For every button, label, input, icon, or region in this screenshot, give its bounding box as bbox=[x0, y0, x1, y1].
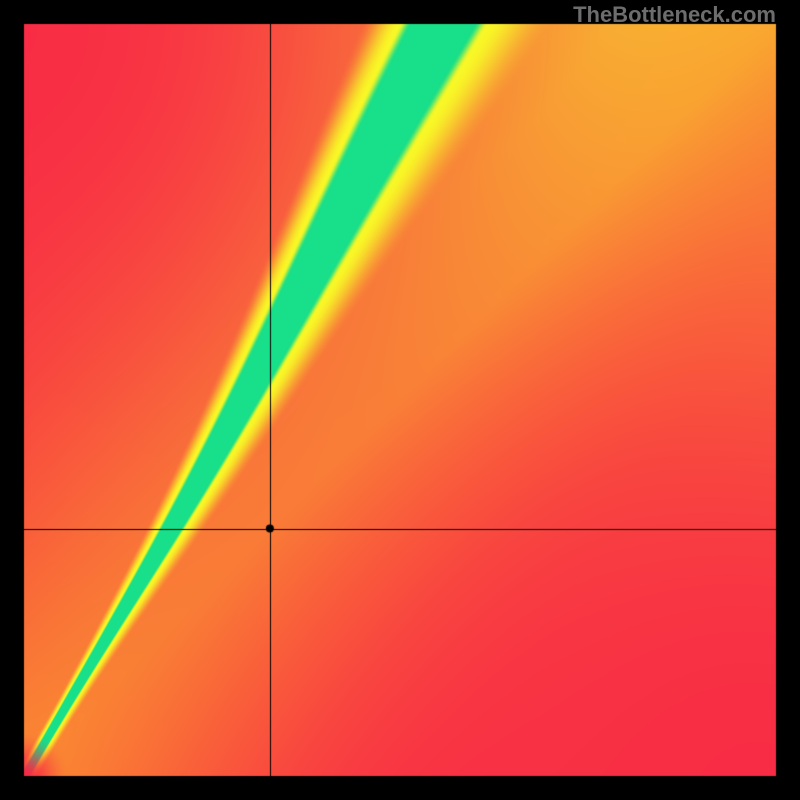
watermark-text: TheBottleneck.com bbox=[573, 2, 776, 28]
bottleneck-heatmap bbox=[0, 0, 800, 800]
chart-container: TheBottleneck.com bbox=[0, 0, 800, 800]
